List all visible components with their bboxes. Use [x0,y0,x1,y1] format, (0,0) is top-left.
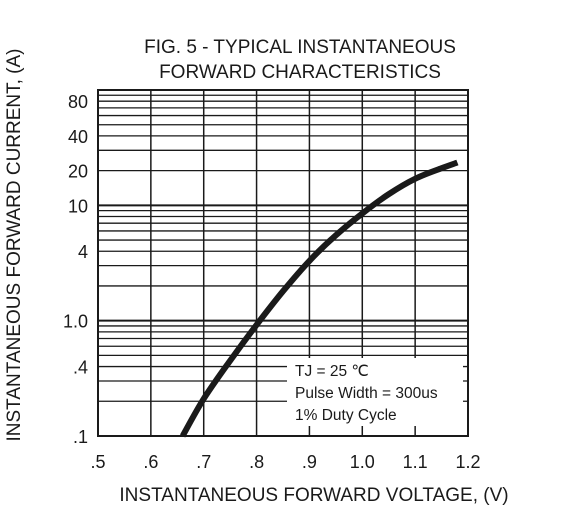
y-tick-labels: .1 .4 1.0 4 10 20 40 80 [63,92,88,447]
x-tick-label: 1.2 [455,452,480,472]
plot-frame [97,89,469,437]
x-axis-label: INSTANTANEOUS FORWARD VOLTAGE, (V) [119,485,508,506]
x-tick-label: .7 [196,452,211,472]
y-tick-label: 1.0 [63,312,88,332]
x-tick-label: .9 [302,452,317,472]
grid [97,90,469,436]
chart-title-line-1: FIG. 5 - TYPICAL INSTANTANEOUS [144,37,456,58]
y-tick-label: 10 [68,196,88,216]
y-tick-label: .1 [73,427,88,447]
x-tick-label: 1.1 [403,452,428,472]
annotation-box [287,358,463,426]
x-tick-label: .8 [249,452,264,472]
chart-title: FIG. 5 - TYPICAL INSTANTANEOUS FORWARD C… [144,37,456,83]
annotation-line: 1% Duty Cycle [295,407,397,424]
y-tick-label: 20 [68,162,88,182]
annotation-line: TJ = 25 ℃ [295,363,369,380]
y-tick-label: 80 [68,92,88,112]
x-tick-labels: .5 .6 .7 .8 .9 1.0 1.1 1.2 [90,452,480,472]
y-tick-label: 4 [78,242,88,262]
y-tick-label: .4 [73,358,88,378]
annotation-line: Pulse Width = 300us [295,385,438,402]
x-tick-label: .6 [143,452,158,472]
series-line [179,159,459,438]
y-axis-label: INSTANTANEOUS FORWARD CURRENT, (A) [4,48,25,441]
x-tick-label: 1.0 [350,452,375,472]
series-group [179,159,459,438]
y-tick-label: 40 [68,127,88,147]
x-tick-label: .5 [90,452,105,472]
test-conditions-annotation: TJ = 25 ℃ Pulse Width = 300us 1% Duty Cycl… [287,358,463,426]
chart-title-line-2: FORWARD CHARACTERISTICS [159,62,441,83]
